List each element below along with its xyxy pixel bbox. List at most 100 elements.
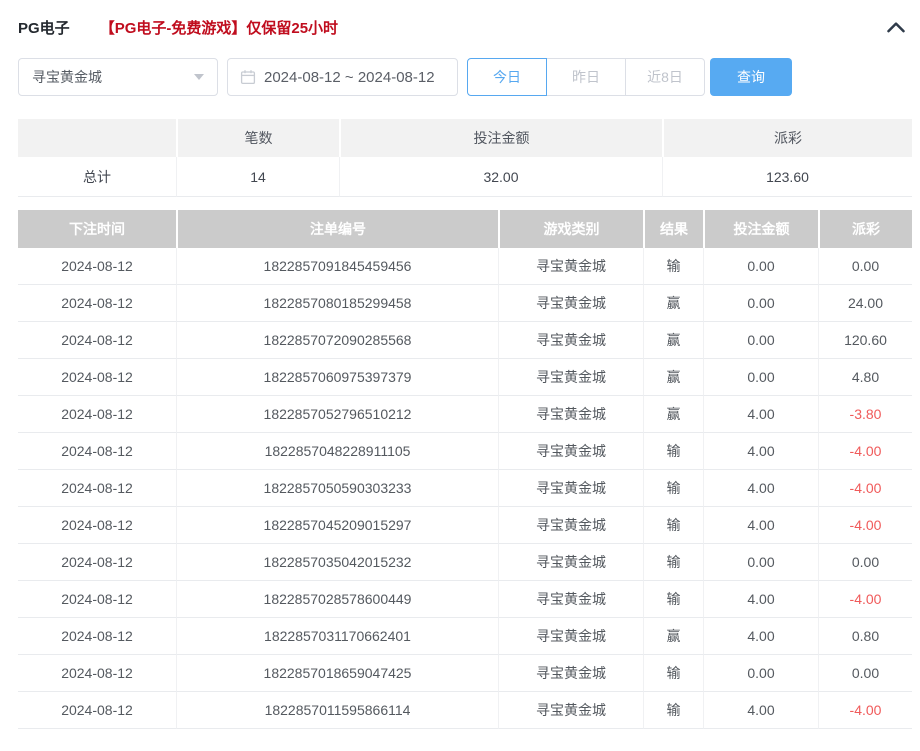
table-row: 2024-08-12 1822857035042015232 寻宝黄金城 输 0…	[18, 544, 912, 581]
cell-game-type: 寻宝黄金城	[498, 285, 643, 322]
cell-result: 赢	[643, 618, 703, 655]
cell-bet-id: 1822857028578600449	[176, 581, 498, 618]
quick-range-btn-yesterday[interactable]: 昨日	[546, 58, 626, 96]
cell-game-type: 寻宝黄金城	[498, 433, 643, 470]
cell-bet-time: 2024-08-12	[18, 581, 176, 618]
cell-bet-time: 2024-08-12	[18, 544, 176, 581]
cell-bet-id: 1822857045209015297	[176, 507, 498, 544]
cell-game-type: 寻宝黄金城	[498, 507, 643, 544]
cell-payout: 0.00	[818, 248, 912, 285]
cell-game-type: 寻宝黄金城	[498, 692, 643, 729]
cell-bet-amount: 4.00	[703, 470, 818, 507]
records-header-row: 下注时间 注单编号 游戏类别 结果 投注金额 派彩	[18, 210, 912, 248]
cell-game-type: 寻宝黄金城	[498, 359, 643, 396]
table-row: 2024-08-12 1822857050590303233 寻宝黄金城 输 4…	[18, 470, 912, 507]
table-row: 2024-08-12 1822857091845459456 寻宝黄金城 输 0…	[18, 248, 912, 285]
summary-header-row: 笔数 投注金额 派彩	[18, 119, 912, 157]
records-col-bet-amount: 投注金额	[703, 210, 818, 248]
cell-bet-id: 1822857035042015232	[176, 544, 498, 581]
game-select-value: 寻宝黄金城	[32, 69, 102, 85]
cell-bet-amount: 0.00	[703, 248, 818, 285]
cell-payout: -4.00	[818, 507, 912, 544]
cell-payout: -3.80	[818, 396, 912, 433]
table-row: 2024-08-12 1822857031170662401 寻宝黄金城 赢 4…	[18, 618, 912, 655]
cell-bet-amount: 0.00	[703, 655, 818, 692]
cell-result: 输	[643, 581, 703, 618]
cell-bet-id: 1822857091845459456	[176, 248, 498, 285]
cell-bet-id: 1822857031170662401	[176, 618, 498, 655]
cell-result: 输	[643, 544, 703, 581]
table-row: 2024-08-12 1822857028578600449 寻宝黄金城 输 4…	[18, 581, 912, 618]
table-row: 2024-08-12 1822857011595866114 寻宝黄金城 输 4…	[18, 692, 912, 729]
cell-result: 输	[643, 507, 703, 544]
date-range-value: 2024-08-12 ~ 2024-08-12	[264, 68, 435, 86]
cell-payout: 120.60	[818, 322, 912, 359]
table-row: 2024-08-12 1822857072090285568 寻宝黄金城 赢 0…	[18, 322, 912, 359]
cell-bet-time: 2024-08-12	[18, 507, 176, 544]
cell-game-type: 寻宝黄金城	[498, 248, 643, 285]
records-table: 下注时间 注单编号 游戏类别 结果 投注金额 派彩 2024-08-12 182…	[18, 210, 912, 729]
game-select[interactable]: 寻宝黄金城	[18, 58, 218, 96]
cell-bet-id: 1822857011595866114	[176, 692, 498, 729]
summary-total-label: 总计	[18, 157, 176, 197]
table-row: 2024-08-12 1822857052796510212 寻宝黄金城 赢 4…	[18, 396, 912, 433]
summary-col-bet-amount: 投注金额	[339, 119, 662, 157]
cell-bet-id: 1822857060975397379	[176, 359, 498, 396]
cell-bet-time: 2024-08-12	[18, 433, 176, 470]
table-row: 2024-08-12 1822857060975397379 寻宝黄金城 赢 0…	[18, 359, 912, 396]
cell-bet-id: 1822857050590303233	[176, 470, 498, 507]
summary-col-payout: 派彩	[662, 119, 912, 157]
cell-bet-amount: 4.00	[703, 581, 818, 618]
records-col-payout: 派彩	[818, 210, 912, 248]
cell-bet-time: 2024-08-12	[18, 285, 176, 322]
search-button[interactable]: 查询	[710, 58, 792, 96]
cell-result: 输	[643, 433, 703, 470]
cell-bet-amount: 4.00	[703, 507, 818, 544]
cell-bet-id: 1822857048228911105	[176, 433, 498, 470]
cell-bet-time: 2024-08-12	[18, 470, 176, 507]
summary-total-bet-amount: 32.00	[339, 157, 662, 197]
panel-notice: 【PG电子-免费游戏】仅保留25小时	[99, 19, 339, 37]
cell-bet-time: 2024-08-12	[18, 618, 176, 655]
summary-total-payout: 123.60	[662, 157, 912, 197]
cell-bet-time: 2024-08-12	[18, 248, 176, 285]
cell-bet-time: 2024-08-12	[18, 396, 176, 433]
cell-payout: -4.00	[818, 692, 912, 729]
filter-bar: 寻宝黄金城 2024-08-12 ~ 2024-08-12 今日 昨日 近8日 …	[18, 58, 912, 96]
cell-bet-id: 1822857052796510212	[176, 396, 498, 433]
cell-result: 赢	[643, 359, 703, 396]
cell-bet-id: 1822857080185299458	[176, 285, 498, 322]
table-row: 2024-08-12 1822857045209015297 寻宝黄金城 输 4…	[18, 507, 912, 544]
cell-payout: -4.00	[818, 470, 912, 507]
cell-bet-amount: 0.00	[703, 322, 818, 359]
summary-table: 笔数 投注金额 派彩 总计 14 32.00 123.60	[18, 119, 912, 197]
quick-range-group: 今日 昨日 近8日	[467, 58, 705, 96]
cell-bet-time: 2024-08-12	[18, 322, 176, 359]
cell-bet-amount: 0.00	[703, 544, 818, 581]
date-range-input[interactable]: 2024-08-12 ~ 2024-08-12	[227, 58, 458, 96]
records-col-bet-time: 下注时间	[18, 210, 176, 248]
quick-range-btn-today[interactable]: 今日	[467, 58, 547, 96]
panel-header: PG电子 【PG电子-免费游戏】仅保留25小时	[18, 14, 912, 40]
cell-game-type: 寻宝黄金城	[498, 544, 643, 581]
cell-result: 输	[643, 248, 703, 285]
cell-bet-amount: 0.00	[703, 285, 818, 322]
summary-total-count: 14	[176, 157, 339, 197]
quick-range-btn-last8days[interactable]: 近8日	[625, 58, 705, 96]
cell-game-type: 寻宝黄金城	[498, 655, 643, 692]
calendar-icon	[240, 69, 256, 85]
cell-result: 输	[643, 470, 703, 507]
cell-payout: 0.80	[818, 618, 912, 655]
table-row: 2024-08-12 1822857048228911105 寻宝黄金城 输 4…	[18, 433, 912, 470]
cell-result: 赢	[643, 322, 703, 359]
table-row: 2024-08-12 1822857018659047425 寻宝黄金城 输 0…	[18, 655, 912, 692]
cell-payout: -4.00	[818, 581, 912, 618]
records-tbody: 2024-08-12 1822857091845459456 寻宝黄金城 输 0…	[18, 248, 912, 729]
summary-col-blank	[18, 119, 176, 157]
cell-game-type: 寻宝黄金城	[498, 581, 643, 618]
cell-bet-amount: 0.00	[703, 359, 818, 396]
chevron-up-icon[interactable]	[886, 20, 906, 34]
chevron-down-icon	[194, 74, 204, 80]
cell-bet-time: 2024-08-12	[18, 692, 176, 729]
